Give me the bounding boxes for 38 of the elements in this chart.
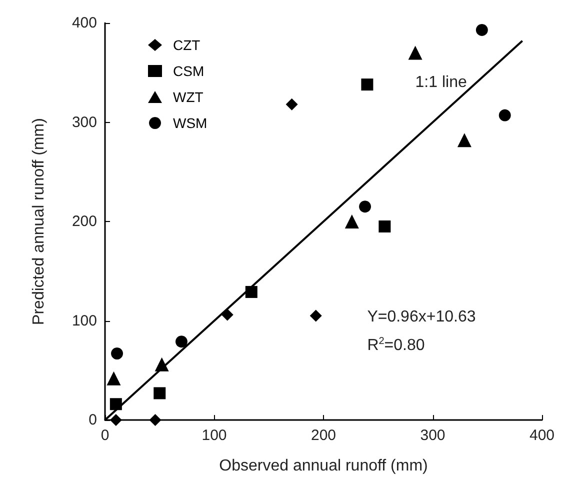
point	[310, 310, 322, 322]
y-axis-title: Predicted annual runoff (mm)	[30, 118, 48, 325]
point	[286, 98, 298, 110]
point	[476, 24, 488, 36]
annotation: Y=0.96x+10.63	[367, 308, 476, 326]
x-tick-label: 200	[310, 427, 336, 444]
point	[361, 78, 374, 91]
point	[111, 348, 124, 360]
x-tick-label: 100	[202, 427, 227, 444]
x-tick-label: 300	[420, 427, 446, 444]
annotation: 1:1 line	[415, 74, 467, 92]
point	[154, 387, 166, 400]
legend-label: WSM	[173, 115, 208, 131]
point	[408, 46, 422, 60]
x-tick-label: 400	[529, 427, 555, 444]
point	[221, 308, 234, 321]
point	[175, 336, 188, 348]
point	[498, 109, 511, 122]
point	[149, 414, 162, 426]
point	[110, 414, 122, 426]
point	[106, 371, 121, 386]
y-tick-label: 200	[72, 213, 97, 230]
legend-label: CSM	[173, 63, 204, 79]
y-tick-label: 400	[72, 14, 97, 32]
legend-label: WZT	[173, 89, 204, 105]
x-axis-title: Observed annual runoff (mm)	[219, 458, 428, 474]
point	[245, 286, 258, 298]
point	[110, 398, 122, 410]
point	[359, 200, 372, 213]
legend-label: CZT	[173, 37, 201, 53]
y-tick-label: 100	[72, 312, 97, 330]
point	[344, 214, 359, 228]
y-tick-label: 0	[88, 412, 97, 428]
x-tick-label: 0	[100, 427, 110, 444]
point	[154, 357, 169, 372]
y-tick-label: 300	[72, 114, 97, 131]
point	[457, 133, 472, 148]
point	[378, 220, 391, 232]
